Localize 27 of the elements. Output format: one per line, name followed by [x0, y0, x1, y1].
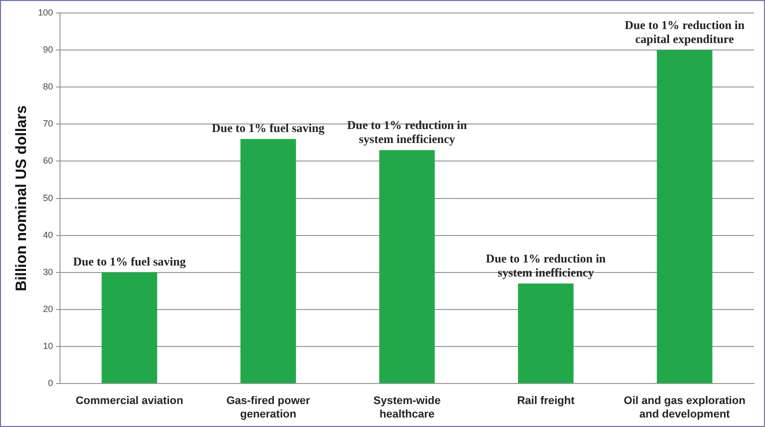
bar	[379, 150, 435, 384]
y-tick-label: 0	[48, 378, 54, 388]
y-tick-label: 80	[43, 82, 54, 92]
annotation: Due to 1% reduction in capital expenditure	[624, 18, 745, 46]
y-tick-label: 40	[43, 230, 54, 240]
bar	[240, 139, 296, 384]
annotation: Due to 1% fuel saving	[212, 121, 325, 136]
annotation: Due to 1% reduction in system inefficiency	[486, 252, 606, 280]
y-tick-label: 50	[43, 192, 54, 203]
y-axis-title: Billion nominal US dollars	[13, 105, 30, 292]
bar	[656, 50, 712, 384]
bar	[518, 284, 574, 384]
y-tick-label: 90	[43, 44, 54, 55]
x-tick-label: System-wide healthcare	[373, 395, 441, 420]
x-tick-label: Commercial aviation	[76, 395, 184, 408]
y-tick-label: 30	[43, 266, 54, 277]
y-tick-label: 60	[43, 156, 54, 166]
x-tick-label: Gas-fired power generation	[226, 395, 311, 420]
bar	[102, 272, 158, 384]
annotation: Due to 1% fuel saving	[73, 254, 186, 269]
y-tick-label: 100	[38, 7, 54, 18]
annotation: Due to 1% reduction in system inefficiency	[347, 118, 468, 146]
y-tick-label: 70	[43, 118, 54, 129]
x-tick-label: Oil and gas exploration and development	[624, 395, 746, 420]
y-tick-label: 20	[43, 304, 54, 314]
x-tick-label: Rail freight	[517, 395, 575, 408]
y-tick-label: 10	[43, 341, 54, 352]
